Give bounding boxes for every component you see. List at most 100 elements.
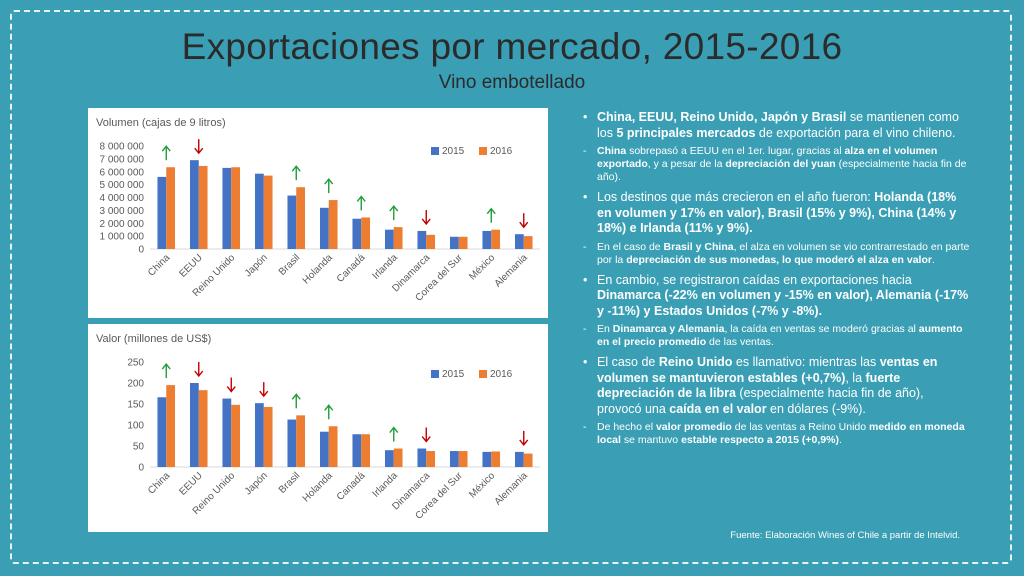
note-subitem: En el caso de Brasil y China, el alza en… bbox=[575, 241, 970, 267]
bar-2016 bbox=[263, 406, 273, 467]
y-tick-label: 3 000 000 bbox=[100, 206, 145, 217]
arrow-down-icon bbox=[194, 362, 204, 378]
bar-2016 bbox=[426, 234, 436, 249]
arrow-up-icon bbox=[486, 207, 496, 223]
note-text-segment: estable respecto a 2015 (+0,9%) bbox=[681, 434, 839, 446]
notes-panel: China, EEUU, Reino Unido, Japón y Brasil… bbox=[575, 110, 970, 453]
note-text-segment: alza en el volumen exportado bbox=[597, 145, 938, 170]
note-text-segment: ventas en volumen se mantuvieron estable… bbox=[597, 355, 938, 385]
note-text-segment: es llamativo: mientras las bbox=[732, 355, 880, 369]
bar-2016 bbox=[458, 236, 468, 249]
note-text-segment: . bbox=[838, 434, 842, 446]
bar-2015 bbox=[157, 176, 167, 249]
arrow-up-icon bbox=[291, 165, 301, 181]
note-text-segment: De hecho el bbox=[597, 421, 656, 433]
arrow-down-icon bbox=[519, 430, 529, 447]
category-label: EEUU bbox=[177, 252, 204, 279]
chart-title: Valor (millones de US$) bbox=[96, 333, 211, 345]
category-label: Alemania bbox=[493, 252, 531, 290]
legend-swatch-2016 bbox=[479, 147, 487, 155]
category-label: Japón bbox=[243, 470, 270, 497]
y-tick-label: 1 000 000 bbox=[100, 232, 145, 243]
y-tick-label: 4 000 000 bbox=[100, 193, 145, 204]
bar-2016 bbox=[491, 451, 501, 467]
arrow-up-icon bbox=[389, 204, 399, 221]
note-text-segment: 5 principales mercados bbox=[616, 125, 756, 140]
category-label: China bbox=[146, 470, 173, 497]
bar-2015 bbox=[189, 160, 199, 249]
legend-label: 2016 bbox=[490, 369, 513, 380]
bar-2015 bbox=[514, 234, 524, 249]
bar-2015 bbox=[319, 207, 329, 249]
note-text-segment: , la bbox=[845, 370, 866, 385]
note-text-segment: medido en moneda local bbox=[597, 421, 965, 446]
category-label: Japón bbox=[243, 252, 270, 279]
bar-2015 bbox=[384, 229, 394, 249]
bar-2015 bbox=[482, 230, 492, 249]
bar-2016 bbox=[491, 229, 501, 249]
note-text-segment: de exportación para el vino chileno. bbox=[755, 125, 956, 140]
category-label: Canadá bbox=[335, 470, 368, 503]
notes-list: China, EEUU, Reino Unido, Japón y Brasil… bbox=[575, 110, 970, 447]
y-tick-label: 7 000 000 bbox=[100, 154, 145, 165]
y-tick-label: 8 000 000 bbox=[100, 142, 145, 153]
note-text-segment: en dólares (-9%). bbox=[766, 401, 866, 416]
bar-2015 bbox=[352, 218, 362, 249]
bar-2015 bbox=[514, 451, 524, 467]
note-text-segment: de las ventas. bbox=[706, 336, 774, 348]
bar-2015 bbox=[319, 431, 329, 467]
slide-frame bbox=[10, 10, 1012, 564]
note-text-segment: aumento en el precio promedio bbox=[597, 323, 963, 348]
arrow-up-icon bbox=[324, 177, 334, 194]
note-text-segment: , y a pesar de la bbox=[647, 158, 726, 170]
bar-2016 bbox=[523, 453, 533, 467]
note-text-segment: El caso de bbox=[597, 355, 659, 369]
bar-2015 bbox=[254, 173, 264, 249]
bar-2016 bbox=[198, 390, 208, 467]
bar-2015 bbox=[449, 451, 459, 467]
bar-2015 bbox=[189, 383, 199, 467]
note-text-segment: Brasil y China bbox=[663, 240, 734, 253]
bar-2016 bbox=[328, 200, 338, 249]
note-text-segment: se mantienen como los bbox=[597, 110, 959, 140]
category-label: EEUU bbox=[177, 470, 204, 497]
bar-2016 bbox=[231, 404, 241, 467]
arrow-down-icon bbox=[259, 382, 269, 398]
y-tick-label: 0 bbox=[138, 245, 144, 256]
chart-title: Volumen (cajas de 9 litros) bbox=[96, 117, 226, 129]
category-label: Brasil bbox=[277, 470, 302, 495]
category-label: Canadá bbox=[335, 252, 368, 285]
y-tick-label: 5 000 000 bbox=[100, 180, 145, 191]
arrow-up-icon bbox=[161, 145, 171, 161]
legend-label: 2015 bbox=[442, 369, 465, 380]
arrow-up-icon bbox=[389, 426, 399, 442]
note-item: China, EEUU, Reino Unido, Japón y Brasil… bbox=[575, 110, 970, 141]
value-chart-svg: Valor (millones de US$) 0 50 100 150 200 250 Ch… bbox=[96, 333, 540, 522]
note-text-segment: (especialmente hacia fin de año), provoc… bbox=[597, 386, 924, 416]
category-label: Holanda bbox=[301, 470, 335, 504]
note-text-segment: Dinamarca (-22% en volumen y -15% en val… bbox=[597, 288, 969, 318]
bar-2015 bbox=[417, 448, 427, 467]
note-item: El caso de Reino Unido es llamativo: mie… bbox=[575, 355, 970, 417]
category-label: Irlanda bbox=[370, 470, 400, 500]
y-tick-label: 200 bbox=[127, 379, 144, 390]
arrow-up-icon bbox=[356, 195, 366, 211]
bar-2016 bbox=[458, 451, 468, 467]
category-label: México bbox=[467, 470, 497, 500]
note-subitem: De hecho el valor promedio de las ventas… bbox=[575, 421, 970, 447]
note-subitem: En Dinamarca y Alemania, la caída en ven… bbox=[575, 323, 970, 349]
note-item: En cambio, se registraron caídas en expo… bbox=[575, 273, 970, 320]
note-text-segment: valor promedio bbox=[655, 421, 732, 433]
y-tick-label: 100 bbox=[127, 421, 144, 432]
bar-2016 bbox=[296, 187, 306, 249]
bar-2015 bbox=[287, 419, 297, 467]
category-label: Alemania bbox=[493, 470, 531, 508]
bar-2015 bbox=[222, 167, 232, 249]
note-text-segment: En bbox=[597, 323, 613, 335]
note-text-segment: , el alza en volumen se vio contrarresta… bbox=[597, 240, 970, 266]
bar-2016 bbox=[393, 448, 403, 467]
note-text-segment: . bbox=[931, 253, 935, 266]
bar-2015 bbox=[449, 236, 459, 249]
note-text-segment: depreciación de sus monedas, lo que mode… bbox=[626, 253, 932, 266]
arrow-up-icon bbox=[161, 362, 171, 379]
